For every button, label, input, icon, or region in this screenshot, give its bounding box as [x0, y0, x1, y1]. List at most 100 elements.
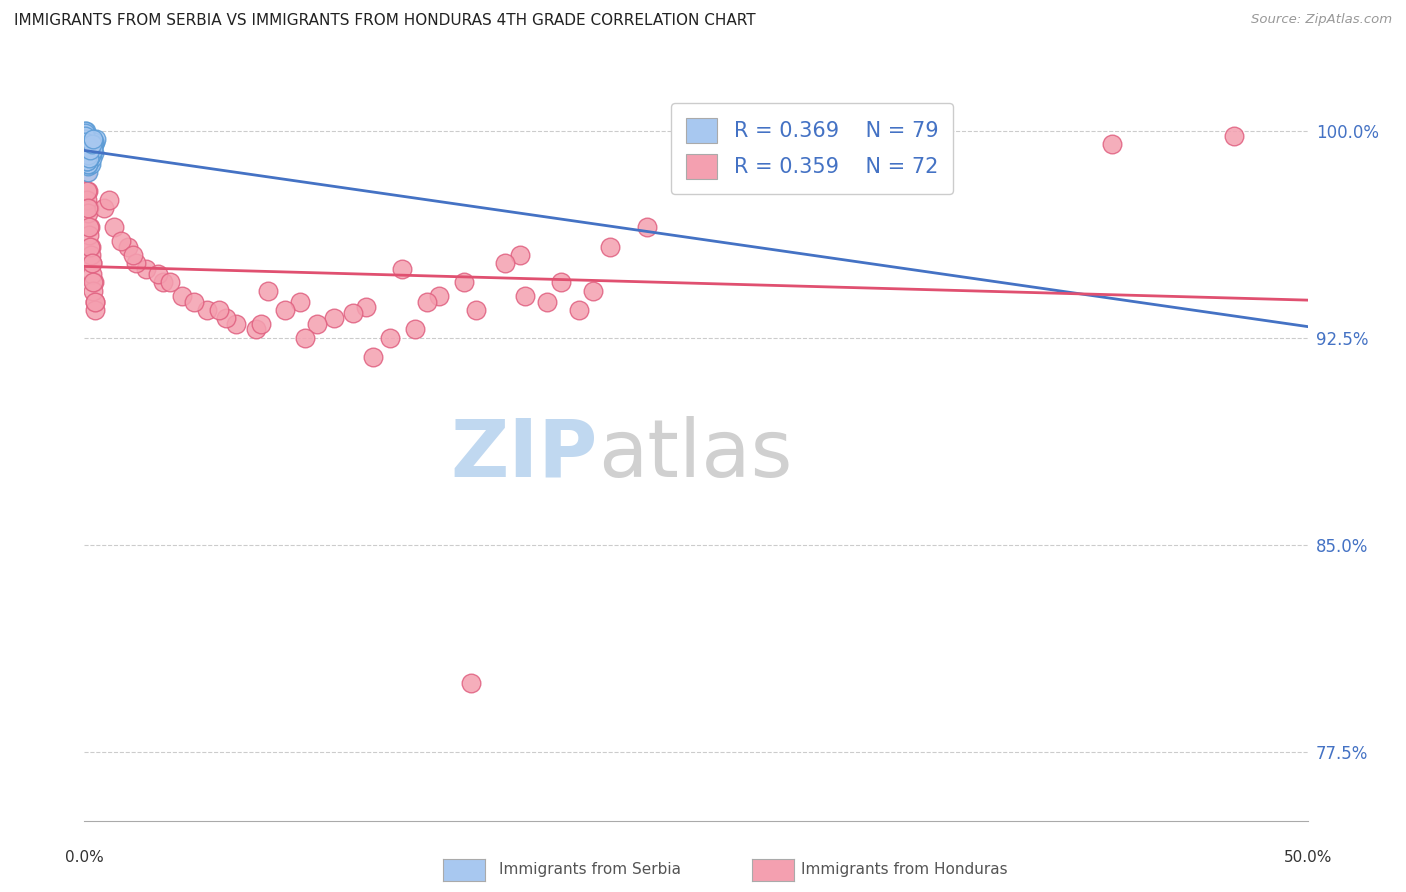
Text: Source: ZipAtlas.com: Source: ZipAtlas.com	[1251, 13, 1392, 27]
Point	[84, 294, 107, 309]
Point	[79, 220, 101, 235]
Point	[152, 276, 174, 290]
Point	[416, 294, 439, 309]
Point	[76, 157, 98, 171]
Point	[75, 135, 97, 149]
Point	[76, 184, 98, 198]
Point	[172, 289, 194, 303]
Point	[77, 148, 100, 162]
Point	[215, 311, 238, 326]
Text: 50.0%: 50.0%	[1284, 850, 1331, 865]
Point	[73, 129, 96, 144]
Point	[582, 284, 605, 298]
Point	[82, 137, 104, 152]
Point	[460, 675, 482, 690]
Point	[117, 239, 139, 253]
Text: ZIP: ZIP	[451, 416, 598, 494]
Point	[464, 303, 486, 318]
Point	[75, 151, 97, 165]
Point	[77, 220, 100, 235]
Point	[75, 140, 97, 154]
Point	[77, 151, 100, 165]
Point	[82, 137, 104, 152]
Point	[83, 303, 105, 318]
Point	[82, 256, 104, 270]
Point	[73, 127, 96, 141]
Point	[77, 153, 100, 168]
Point	[80, 151, 103, 165]
Point	[79, 143, 101, 157]
Point	[80, 148, 103, 162]
Point	[80, 248, 103, 262]
Point	[79, 140, 101, 154]
Point	[82, 143, 104, 157]
Point	[195, 303, 218, 318]
Point	[77, 143, 100, 157]
Point	[79, 143, 101, 157]
Point	[83, 135, 105, 149]
Point	[76, 153, 98, 168]
Point	[75, 148, 97, 162]
Point	[354, 300, 377, 314]
Point	[509, 248, 531, 262]
Point	[75, 135, 97, 149]
Point	[76, 145, 98, 160]
Point	[159, 276, 181, 290]
Text: atlas: atlas	[598, 416, 793, 494]
Point	[80, 145, 103, 160]
Point	[80, 151, 103, 165]
Point	[75, 129, 97, 144]
Point	[93, 201, 115, 215]
Point	[249, 317, 271, 331]
Point	[75, 145, 97, 160]
Point	[274, 303, 297, 318]
Point	[110, 234, 132, 248]
Point	[75, 140, 97, 154]
Point	[1223, 129, 1246, 144]
Point	[80, 256, 103, 270]
Point	[80, 145, 103, 160]
Point	[103, 220, 125, 235]
Point	[404, 322, 426, 336]
Point	[75, 123, 97, 137]
Point	[257, 284, 280, 298]
Point	[77, 165, 100, 179]
Point	[79, 140, 101, 154]
Point	[83, 294, 105, 309]
Point	[225, 317, 247, 331]
Point	[183, 294, 205, 309]
Point	[77, 157, 100, 171]
Point	[125, 256, 148, 270]
Point	[77, 148, 100, 162]
Point	[122, 248, 145, 262]
Point	[76, 165, 98, 179]
Point	[80, 157, 103, 171]
Point	[97, 193, 120, 207]
Point	[79, 228, 101, 243]
Point	[75, 143, 97, 157]
Point	[380, 330, 402, 344]
Point	[80, 239, 103, 253]
Point	[76, 184, 98, 198]
Point	[82, 143, 104, 157]
Point	[80, 148, 103, 162]
Point	[82, 140, 104, 154]
Point	[76, 193, 98, 207]
Text: IMMIGRANTS FROM SERBIA VS IMMIGRANTS FROM HONDURAS 4TH GRADE CORRELATION CHART: IMMIGRANTS FROM SERBIA VS IMMIGRANTS FRO…	[14, 13, 755, 29]
Text: Immigrants from Honduras: Immigrants from Honduras	[801, 863, 1008, 877]
Legend: R = 0.369    N = 79, R = 0.359    N = 72: R = 0.369 N = 79, R = 0.359 N = 72	[671, 103, 953, 194]
Point	[80, 148, 103, 162]
Point	[75, 137, 97, 152]
Point	[76, 145, 98, 160]
Point	[1101, 137, 1123, 152]
Point	[494, 256, 516, 270]
Point	[73, 123, 96, 137]
Point	[79, 143, 101, 157]
Point	[77, 148, 100, 162]
Point	[342, 306, 364, 320]
Point	[76, 137, 98, 152]
Point	[208, 303, 231, 318]
Point	[77, 201, 100, 215]
Point	[550, 276, 572, 290]
Point	[453, 276, 475, 290]
